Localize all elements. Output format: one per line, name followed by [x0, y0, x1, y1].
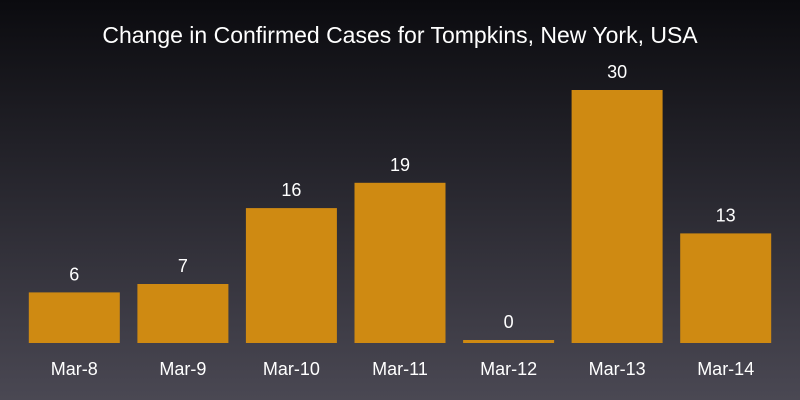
bar-mar-8 [28, 292, 120, 343]
x-tick-label-mar-9: Mar-9 [159, 359, 206, 379]
data-label-mar-9: 7 [178, 256, 188, 276]
bar-mar-12 [463, 340, 555, 343]
bar-mar-14 [680, 233, 772, 343]
data-label-mar-8: 6 [69, 264, 79, 284]
bar-mar-9 [137, 284, 229, 343]
bar-mar-10 [245, 208, 337, 343]
x-tick-label-mar-8: Mar-8 [51, 359, 98, 379]
data-label-mar-13: 30 [607, 62, 627, 82]
chart-title: Change in Confirmed Cases for Tompkins, … [102, 22, 698, 48]
x-tick-label-mar-13: Mar-13 [589, 359, 646, 379]
x-tick-label-mar-14: Mar-14 [697, 359, 754, 379]
data-label-mar-10: 16 [281, 180, 301, 200]
x-tick-label-mar-10: Mar-10 [263, 359, 320, 379]
bar-mar-13 [571, 90, 663, 343]
data-label-mar-11: 19 [390, 155, 410, 175]
x-tick-label-mar-12: Mar-12 [480, 359, 537, 379]
data-label-mar-14: 13 [716, 205, 736, 225]
x-tick-label-mar-11: Mar-11 [372, 359, 428, 379]
data-label-mar-12: 0 [504, 312, 514, 332]
bar-mar-11 [354, 182, 446, 343]
